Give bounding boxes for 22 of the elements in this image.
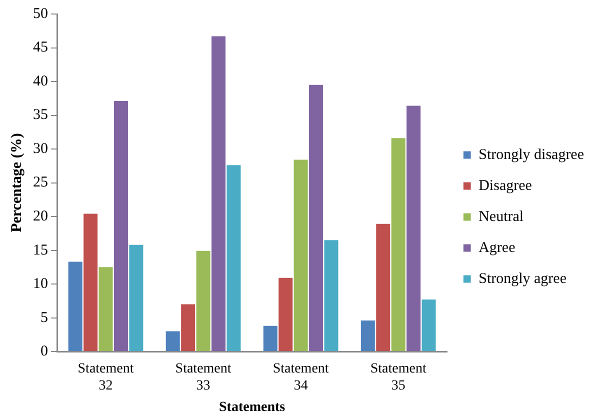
y-tick-label: 0	[40, 344, 48, 360]
y-tick-label: 20	[33, 208, 48, 224]
y-tick-label: 15	[33, 242, 48, 258]
legend-label: Strongly disagree	[478, 146, 584, 163]
x-axis-title: Statements	[219, 400, 286, 416]
legend-label: Agree	[478, 240, 516, 256]
y-tick-label: 30	[33, 140, 48, 157]
x-tick-label: Statement 32	[78, 362, 134, 394]
y-tick-label: 40	[33, 73, 48, 90]
y-tick-label: 35	[33, 107, 48, 124]
legend-label: Disagree	[478, 178, 532, 194]
y-tick-label: 5	[40, 310, 48, 326]
y-tick-label: 50	[33, 6, 48, 22]
y-axis-title: Percentage (%)	[8, 133, 25, 232]
legend-label: Neutral	[478, 208, 524, 225]
x-tick-label: Statement 35	[370, 362, 426, 394]
y-tick-label: 25	[33, 174, 48, 191]
y-tick-label: 45	[33, 40, 48, 56]
y-tick-label: 10	[33, 276, 48, 292]
legend-label: Strongly agree	[478, 270, 567, 287]
x-tick-label: Statement 34	[272, 362, 329, 394]
x-tick-label: Statement 33	[175, 362, 232, 394]
